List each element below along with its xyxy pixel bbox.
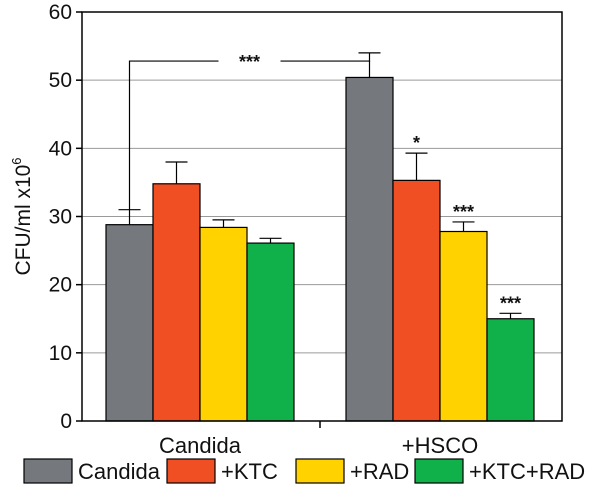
y-tick-label: 20 — [49, 274, 72, 297]
y-axis-ticks: 0 10 20 30 40 50 60 — [49, 1, 82, 433]
legend-label: Candida — [78, 459, 161, 484]
y-tick-label: 0 — [60, 410, 72, 433]
bar — [105, 224, 154, 422]
y-axis-label-text: CFU/ml x10 — [12, 165, 35, 276]
significance-marks: ******* — [413, 133, 521, 313]
x-category-label: Candida — [159, 433, 242, 458]
significance-label: * — [413, 133, 420, 153]
legend-label: +RAD — [350, 459, 409, 484]
bar — [439, 230, 488, 422]
bars — [105, 76, 535, 422]
bracket-label: *** — [239, 52, 260, 72]
legend-label: +KTC — [221, 459, 278, 484]
x-category-label: +HSCO — [402, 433, 478, 458]
y-tick-label: 50 — [49, 69, 72, 92]
y-tick-label: 40 — [49, 137, 72, 160]
bar — [199, 226, 248, 422]
comparison-bracket: *** — [128, 51, 371, 210]
y-tick-label: 10 — [49, 342, 72, 365]
plot-frame — [81, 11, 563, 422]
y-tick-label: 30 — [49, 206, 72, 229]
bar — [392, 179, 441, 422]
bracket-label-bg — [218, 51, 281, 72]
bar — [152, 183, 201, 422]
legend-swatch — [166, 458, 216, 484]
x-axis-categories: Candida +HSCO — [159, 421, 478, 458]
bar — [345, 76, 394, 422]
legend-swatch — [23, 458, 73, 484]
legend: Candida +KTC +RAD +KTC+RAD — [23, 458, 585, 484]
bar — [486, 318, 535, 422]
significance-label: *** — [500, 293, 521, 313]
y-axis-label-exponent: 6 — [9, 157, 24, 164]
legend-swatch — [414, 458, 464, 484]
bar — [246, 242, 295, 422]
significance-label: *** — [453, 202, 474, 222]
y-axis-label: CFU/ml x106 — [9, 157, 35, 275]
legend-swatch — [295, 458, 345, 484]
y-tick-label: 60 — [49, 1, 72, 24]
legend-label: +KTC+RAD — [469, 459, 585, 484]
